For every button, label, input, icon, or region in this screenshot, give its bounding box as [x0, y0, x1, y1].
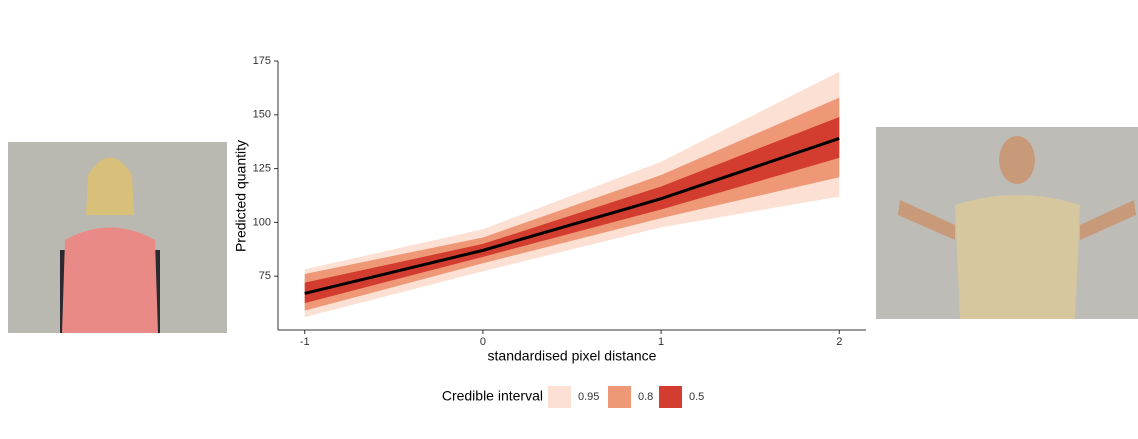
x-tick-label: 1 [658, 336, 664, 348]
legend-label: 0.8 [638, 391, 653, 403]
x-tick-label: 0 [480, 336, 486, 348]
y-axis-label: Predicted quantity [233, 140, 249, 252]
y-tick-label: 100 [253, 216, 271, 228]
legend-title: Credible interval [442, 388, 543, 404]
legend-swatch [608, 386, 631, 408]
x-tick-label: -1 [300, 336, 310, 348]
credible-band [304, 116, 840, 304]
legend-label: 0.95 [578, 391, 599, 403]
legend-swatch [659, 386, 682, 408]
y-tick-label: 175 [253, 55, 271, 67]
legend-swatch [548, 386, 571, 408]
legend-label: 0.5 [689, 391, 704, 403]
photo-right [876, 127, 1138, 319]
x-tick-label: 2 [836, 336, 842, 348]
y-tick-label: 75 [259, 270, 271, 282]
plot: 75 100 125 150 175 -1 0 1 2 0.95 0.8 0.5 [253, 55, 866, 408]
median-line [304, 137, 840, 295]
y-tick-label: 125 [253, 163, 271, 175]
photo-left [8, 142, 227, 333]
x-axis-label: standardised pixel distance [488, 348, 657, 364]
y-tick-label: 150 [253, 109, 271, 121]
